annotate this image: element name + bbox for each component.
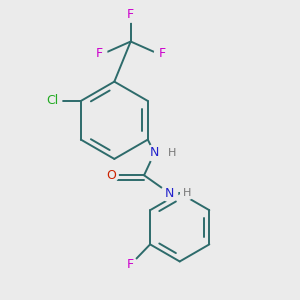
Circle shape	[181, 187, 194, 200]
Circle shape	[103, 168, 118, 183]
Circle shape	[161, 185, 178, 201]
Circle shape	[123, 7, 138, 22]
Text: N: N	[150, 146, 159, 160]
Text: F: F	[159, 47, 166, 60]
Circle shape	[166, 146, 179, 160]
Circle shape	[44, 92, 62, 110]
Text: F: F	[127, 8, 134, 21]
Text: F: F	[127, 258, 134, 271]
Circle shape	[92, 46, 107, 61]
Text: N: N	[165, 187, 174, 200]
Circle shape	[146, 145, 163, 161]
Text: Cl: Cl	[47, 94, 59, 107]
Text: H: H	[168, 148, 176, 158]
Text: O: O	[106, 169, 116, 182]
Circle shape	[154, 46, 169, 61]
Circle shape	[123, 257, 137, 272]
Text: F: F	[96, 47, 103, 60]
Text: H: H	[183, 188, 191, 198]
